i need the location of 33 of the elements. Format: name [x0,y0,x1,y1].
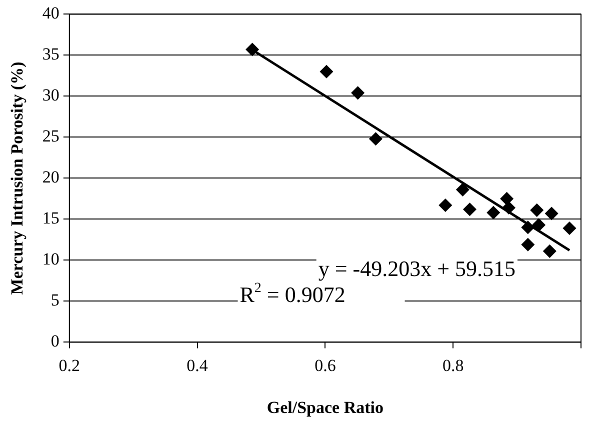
point [530,204,544,216]
point [246,43,259,56]
point [502,201,515,214]
point [456,183,469,196]
point [532,218,546,232]
x-tick-label: 0.8 [442,356,464,375]
point [369,132,382,146]
x-axis-title: Gel/Space Ratio [266,398,384,418]
point [320,65,333,78]
point [463,203,476,216]
point [543,244,556,258]
y-tick-label: 10 [42,250,60,269]
point [487,206,500,219]
point [545,207,558,220]
point [563,222,576,234]
x-tick-label: 0.4 [186,356,208,375]
y-tick-label: 35 [42,44,60,64]
x-tick-label: 0.6 [314,356,336,375]
y-tick-label: 40 [42,4,60,23]
point [439,199,452,212]
y-tick-label: 25 [42,126,60,146]
y-tick-label: 30 [42,86,60,105]
point [522,238,534,251]
y-tick-label: 0 [50,332,60,351]
y-tick-label: 15 [42,208,60,228]
point [500,192,514,205]
y-tick-label: 5 [50,290,60,310]
y-tick-label: 20 [42,168,60,187]
point [522,221,534,234]
point [352,86,364,100]
x-tick-label: 0.2 [58,356,80,375]
annotation: y = -49.203x + 59.515 [318,256,516,281]
y-axis-title: Mercury Intrusion Porosity (%) [8,62,27,295]
